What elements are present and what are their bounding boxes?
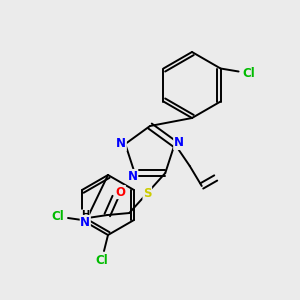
Text: Cl: Cl xyxy=(242,67,255,80)
Text: N: N xyxy=(128,169,138,182)
Text: O: O xyxy=(115,185,125,199)
Text: S: S xyxy=(143,187,152,200)
Text: N: N xyxy=(174,136,184,149)
Text: Cl: Cl xyxy=(96,254,108,268)
Text: H: H xyxy=(81,210,89,220)
Text: N: N xyxy=(80,215,90,229)
Text: N: N xyxy=(116,137,126,151)
Text: Cl: Cl xyxy=(52,209,64,223)
